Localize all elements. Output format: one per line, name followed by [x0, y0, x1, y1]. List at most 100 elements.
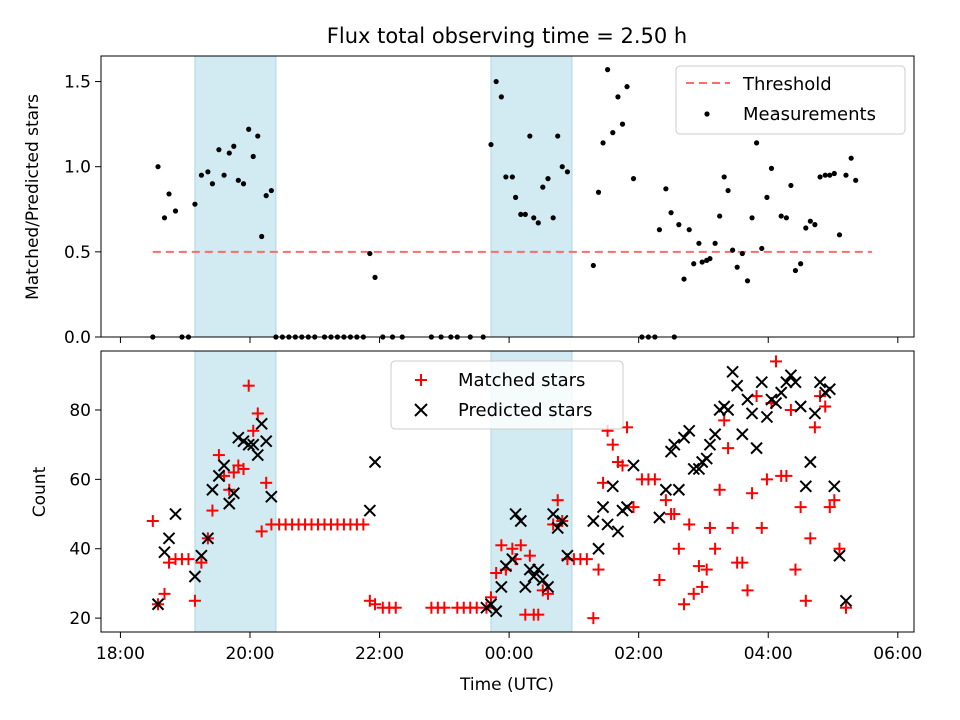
measurement-point	[192, 201, 198, 207]
predicted-star-point	[804, 455, 817, 469]
predicted-star-point	[363, 504, 377, 517]
predicted-star-point	[206, 483, 219, 496]
x-tick-label: 02:00	[614, 644, 663, 664]
predicted-star-point	[242, 438, 255, 451]
measurement-point	[555, 133, 561, 139]
predicted-star-point	[169, 507, 182, 521]
matched-star-point	[823, 501, 836, 514]
predicted-star-point	[611, 525, 625, 538]
measurement-point	[744, 278, 751, 284]
predicted-star-point	[251, 448, 264, 462]
matched-star-point	[678, 598, 691, 611]
legend-predicted-label: Predicted stars	[458, 400, 592, 421]
legend-matched-label: Matched stars	[458, 370, 585, 391]
matched-star-point	[726, 521, 739, 534]
matched-star-point	[808, 421, 821, 434]
predicted-star-point	[659, 483, 673, 496]
matched-star-point	[357, 518, 370, 531]
measurement-point	[488, 141, 494, 148]
top-y-label: Matched/Predicted stars	[23, 94, 43, 300]
measurement-point	[836, 232, 843, 238]
measurement-point	[768, 165, 775, 171]
top-x-ticks	[119, 337, 899, 343]
x-tick-label: 04:00	[744, 644, 793, 664]
predicted-star-point	[833, 549, 846, 562]
matched-star-point	[514, 539, 527, 552]
measurement-point	[812, 222, 818, 228]
predicted-star-point	[692, 462, 706, 476]
measurement-point	[503, 174, 509, 180]
matched-star-point	[794, 501, 807, 514]
measurement-point	[216, 147, 222, 153]
measurement-point	[831, 170, 837, 177]
predicted-star-point	[677, 431, 691, 444]
predicted-star-point	[664, 445, 678, 458]
matched-star-point	[627, 501, 640, 514]
measurement-point	[764, 194, 770, 200]
shaded-interval	[194, 55, 277, 338]
matched-star-point	[369, 598, 382, 611]
matched-star-point	[683, 518, 696, 531]
matched-star-point	[587, 612, 600, 625]
matched-star-point	[718, 414, 731, 427]
matched-star-point	[541, 587, 554, 600]
measurement-point	[564, 169, 571, 175]
measurement-point	[749, 215, 755, 221]
predicted-star-point	[813, 376, 827, 389]
predicted-star-point	[730, 379, 744, 392]
matched-star-point	[760, 473, 773, 486]
measurement-point	[161, 215, 168, 221]
predicted-star-point	[247, 438, 260, 451]
predicted-star-point	[506, 552, 519, 566]
chart-title: Flux total observing time = 2.50 h	[327, 24, 687, 48]
measurement-point	[788, 182, 794, 189]
measurement-point	[663, 186, 669, 192]
matched-star-point	[687, 587, 700, 600]
measurement-point	[198, 172, 205, 178]
predicted-star-point	[794, 400, 807, 413]
measurement-point	[221, 172, 227, 178]
matched-star-point	[523, 549, 536, 562]
y-tick-label: 40	[69, 540, 91, 560]
measurement-point	[268, 187, 274, 194]
matched-star-point	[722, 442, 735, 455]
measurement-point	[226, 150, 232, 156]
bottom-x-axis: 18:00 20:00 22:00 00:00 02:00 04:00 06:00	[96, 632, 922, 664]
matched-star-point	[616, 459, 629, 472]
predicted-star-point	[212, 469, 226, 483]
measurement-point	[535, 220, 541, 226]
measurement-point	[848, 155, 854, 161]
measurement-point	[545, 176, 551, 182]
matched-star-point	[833, 542, 846, 555]
measurement-point	[753, 140, 760, 146]
predicted-star-point	[592, 542, 605, 555]
measurement-point	[367, 250, 373, 257]
predicted-star-point	[527, 570, 540, 583]
matched-star-point	[713, 483, 726, 496]
predicted-star-point	[760, 410, 774, 424]
predicted-star-point	[551, 521, 564, 535]
matched-star-point	[839, 601, 852, 614]
matched-star-point	[703, 521, 716, 534]
predicted-star-point	[151, 598, 165, 611]
predicted-star-point	[201, 532, 215, 545]
measurement-point	[717, 213, 723, 219]
y-tick-label: 0.5	[64, 243, 91, 263]
measurement-point	[255, 133, 261, 139]
measurement-point	[263, 193, 269, 199]
predicted-star-point	[784, 369, 798, 382]
measurement-point	[172, 208, 179, 214]
y-tick-label: 1.5	[64, 73, 91, 93]
matched-star-point	[770, 355, 783, 368]
predicted-star-point	[601, 518, 614, 531]
predicted-star-point	[223, 497, 236, 510]
top-panel-frame	[100, 55, 915, 338]
matched-star-point	[237, 462, 250, 475]
matched-star-point	[804, 532, 817, 545]
predicted-star-point	[484, 598, 498, 611]
matched-star-point	[195, 556, 208, 569]
matched-star-point	[692, 560, 705, 573]
legend-measurements-label: Measurements	[743, 104, 876, 125]
matched-star-point	[495, 539, 508, 552]
predicted-stars-points	[151, 365, 853, 618]
